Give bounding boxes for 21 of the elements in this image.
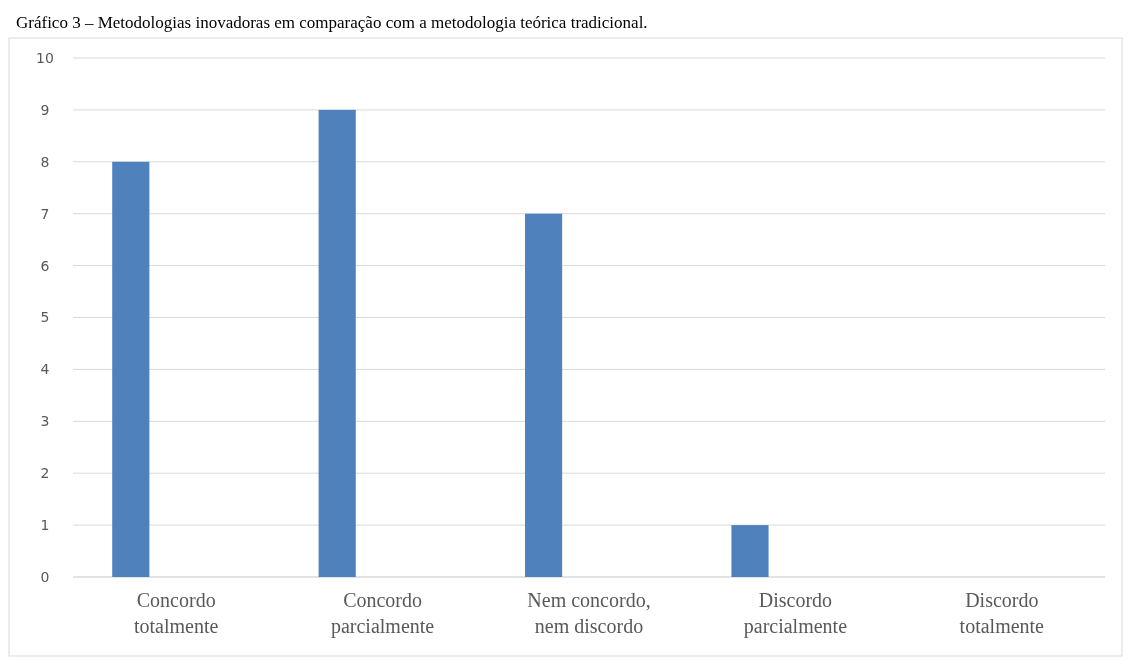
y-tick-label: 1 [40, 517, 50, 533]
x-tick-label: Concordo parcialmente [330, 589, 435, 638]
x-tick-label: Concordo totalmente [133, 589, 219, 637]
x-tick-label: Nem concordo, nem discordo [527, 589, 651, 637]
y-tick-label: 4 [40, 361, 50, 378]
y-tick-label: 9 [40, 101, 50, 118]
bar [318, 109, 356, 577]
y-tick-label: 2 [40, 465, 50, 482]
x-tick-label: Discordo parcialmente [743, 589, 848, 638]
y-tick-label: 3 [40, 413, 50, 430]
y-tick-label: 5 [40, 309, 50, 326]
chart-title: Gráfico 3 – Metodologias inovadoras em comparação com a metodologia teórica tradicional. [16, 13, 648, 32]
bar [112, 161, 150, 577]
x-tick-label: Discordo totalmente [959, 589, 1045, 637]
bar [731, 525, 769, 577]
y-tick-label: 7 [40, 205, 50, 222]
y-tick-label: 6 [40, 257, 50, 274]
y-tick-label: 10 [36, 49, 54, 66]
y-tick-label: 0 [40, 568, 50, 585]
bar [525, 213, 563, 577]
y-tick-label: 8 [40, 153, 50, 170]
